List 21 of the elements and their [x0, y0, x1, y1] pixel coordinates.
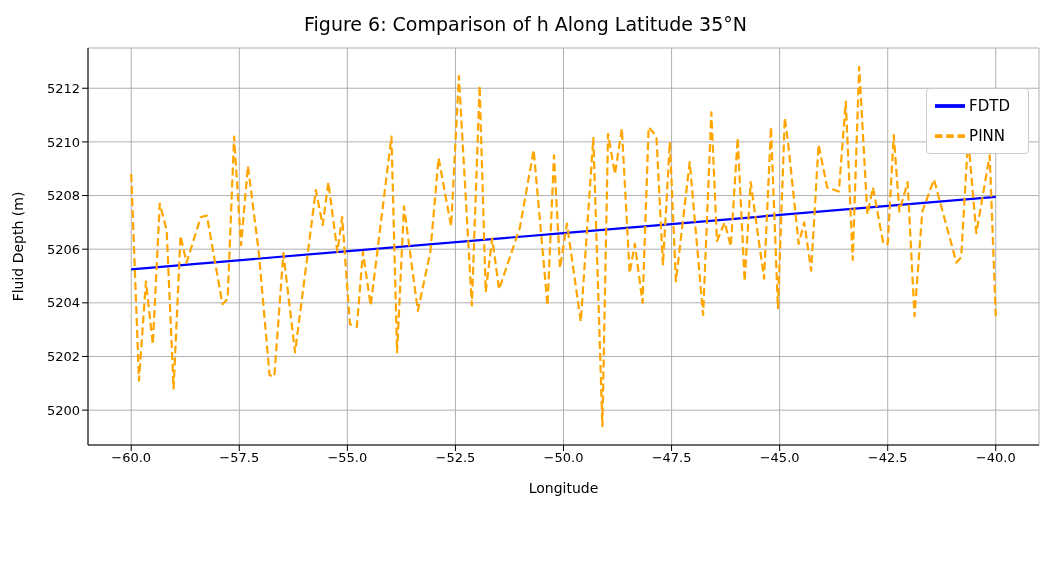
y-axis-title: Fluid Depth (m)	[9, 191, 26, 302]
x-tick-label: −47.5	[651, 450, 692, 466]
x-tick-label: −60.0	[111, 450, 152, 466]
y-tick-label: 5200	[46, 402, 80, 418]
x-tick-label: −55.0	[327, 450, 368, 466]
y-tick-label: 5208	[46, 188, 80, 204]
legend-label: PINN	[969, 126, 1006, 145]
y-tick-label: 5202	[46, 349, 80, 365]
y-tick-label: 5206	[46, 241, 80, 257]
chart-title: Figure 6: Comparison of h Along Latitude 35°N	[303, 12, 748, 37]
x-tick-label: −40.0	[975, 450, 1016, 466]
legend-label: FDTD	[969, 96, 1010, 115]
x-axis-title: Longitude	[528, 480, 599, 496]
y-tick-label: 5212	[46, 80, 80, 96]
x-tick-label: −57.5	[219, 450, 260, 466]
y-tick-label: 5210	[46, 134, 80, 150]
x-tick-label: −50.0	[543, 450, 584, 466]
x-tick-label: −52.5	[435, 450, 476, 466]
y-tick-label: 5204	[46, 295, 80, 311]
x-tick-label: −42.5	[867, 450, 908, 466]
x-tick-label: −45.0	[759, 450, 800, 466]
